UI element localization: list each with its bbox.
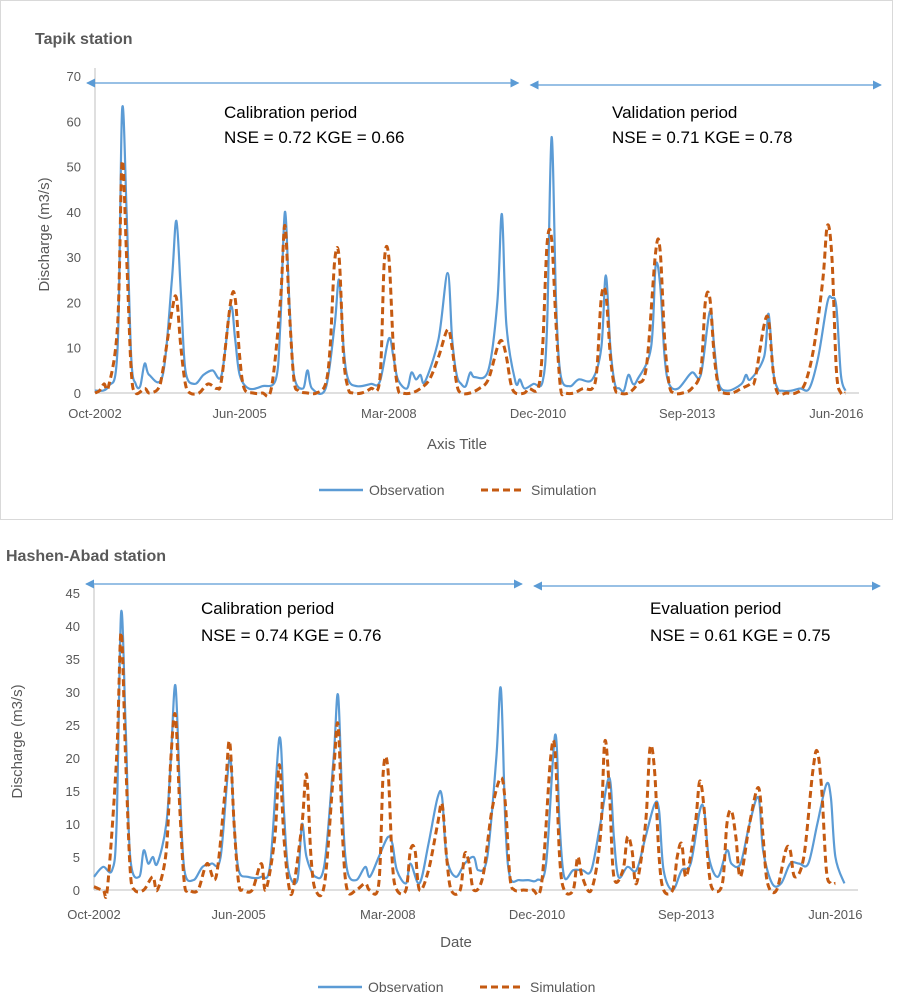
period-label: Calibration period xyxy=(201,599,334,618)
chart-title: Hashen-Abad station xyxy=(6,548,167,565)
y-tick-label: 30 xyxy=(67,250,81,265)
y-tick-label: 45 xyxy=(66,586,80,601)
legend-label: Simulation xyxy=(531,482,596,498)
hashen-abad-chart-panel: Hashen-Abad station 0 5 10 15 20 25 30 35 40 45 Oc… xyxy=(0,540,893,1000)
x-tick-label: Sep-2013 xyxy=(658,907,714,922)
y-tick-label: 70 xyxy=(67,69,81,84)
y-tick-label: 0 xyxy=(73,883,80,898)
y-axis-label: Discharge (m3/s) xyxy=(9,684,26,798)
period-stats: NSE = 0.72 KGE = 0.66 xyxy=(224,128,405,147)
series-line-simulation xyxy=(93,631,836,899)
y-tick-label: 5 xyxy=(73,850,80,865)
y-tick-label: 20 xyxy=(66,751,80,766)
y-tick-label: 50 xyxy=(67,160,81,175)
y-tick-label: 40 xyxy=(66,619,80,634)
period-stats: NSE = 0.71 KGE = 0.78 xyxy=(612,128,793,147)
hashen-abad-chart: 0 5 10 15 20 25 30 35 40 45 Oct-2002 Jun-2005 Mar-20… xyxy=(9,579,881,995)
x-axis-label: Axis Title xyxy=(427,436,487,453)
y-tick-label: 0 xyxy=(74,386,81,401)
x-tick-label: Jun-2005 xyxy=(212,907,266,922)
x-tick-label: Oct-2002 xyxy=(67,907,120,922)
x-tick-label: Sep-2013 xyxy=(659,406,715,421)
x-tick-label: Oct-2002 xyxy=(68,406,121,421)
y-tick-label: 40 xyxy=(67,205,81,220)
legend-label: Observation xyxy=(369,482,444,498)
legend-label: Observation xyxy=(368,979,443,995)
period-label: Calibration period xyxy=(224,103,357,122)
y-tick-label: 10 xyxy=(66,817,80,832)
legend-label: Simulation xyxy=(530,979,595,995)
x-tick-label: Jun-2016 xyxy=(808,907,862,922)
x-tick-label: Dec-2010 xyxy=(510,406,566,421)
y-axis-label: Discharge (m3/s) xyxy=(36,177,53,291)
x-tick-label: Mar-2008 xyxy=(360,907,416,922)
x-tick-label: Jun-2005 xyxy=(213,406,267,421)
series-line-simulation xyxy=(94,159,847,398)
x-axis-label: Date xyxy=(440,934,472,951)
y-tick-label: 35 xyxy=(66,652,80,667)
tapik-chart: 0 10 20 30 40 50 60 70 Oct-2002 Jun-2005 Mar-2008 D… xyxy=(36,68,882,498)
y-tick-label: 10 xyxy=(67,341,81,356)
period-label: Evaluation period xyxy=(650,599,781,618)
period-label: Validation period xyxy=(612,103,737,122)
period-stats: NSE = 0.61 KGE = 0.75 xyxy=(650,626,831,645)
x-tick-label: Jun-2016 xyxy=(809,406,863,421)
y-tick-label: 30 xyxy=(66,685,80,700)
chart-title: Tapik station xyxy=(35,31,133,48)
y-tick-label: 25 xyxy=(66,718,80,733)
y-tick-label: 60 xyxy=(67,114,81,129)
x-tick-label: Dec-2010 xyxy=(509,907,565,922)
period-stats: NSE = 0.74 KGE = 0.76 xyxy=(201,626,382,645)
series-line-observation xyxy=(93,609,846,892)
y-tick-label: 20 xyxy=(67,295,81,310)
series-line-observation xyxy=(94,105,847,395)
y-tick-label: 15 xyxy=(66,784,80,799)
tapik-chart-panel: Tapik station 0 10 20 30 40 50 60 70 Oct-2002 Jun… xyxy=(0,0,893,520)
x-tick-label: Mar-2008 xyxy=(361,406,417,421)
